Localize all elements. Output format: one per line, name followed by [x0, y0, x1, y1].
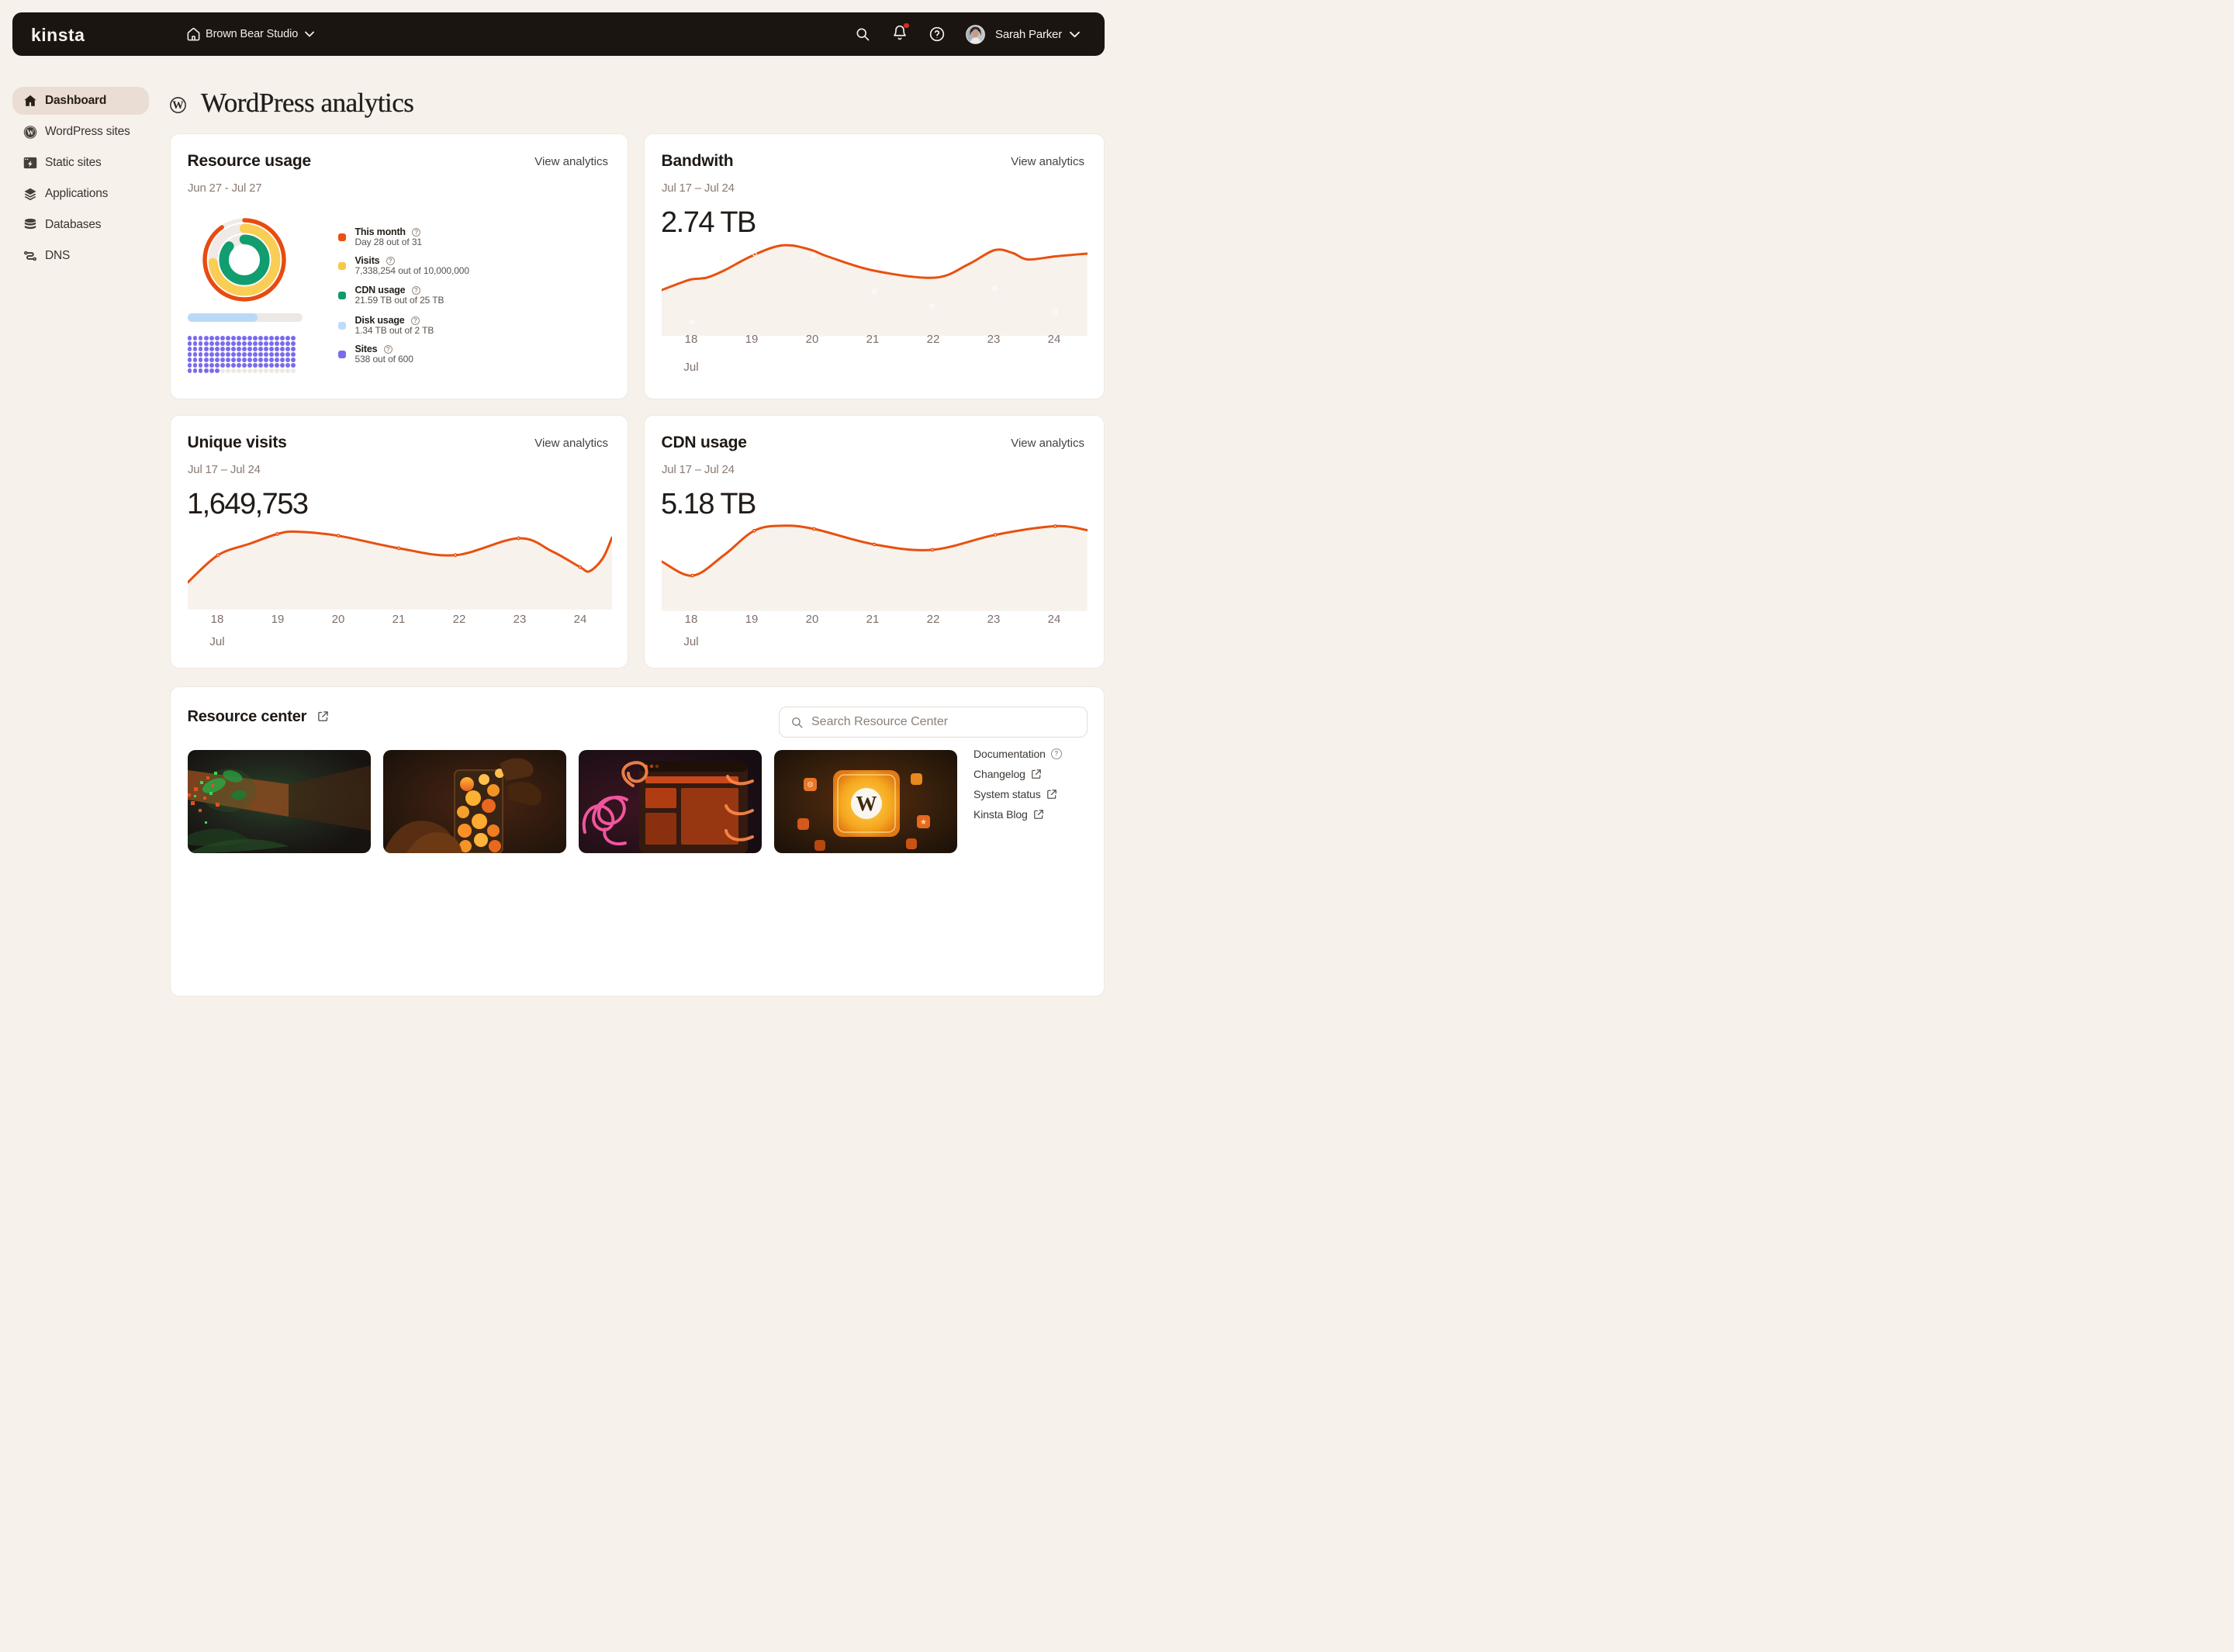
svg-text:W: W — [26, 128, 34, 137]
svg-text:★: ★ — [920, 818, 927, 827]
svg-text:W: W — [856, 792, 877, 815]
svg-text:⚙: ⚙ — [807, 781, 814, 790]
svg-text:W: W — [172, 99, 184, 112]
